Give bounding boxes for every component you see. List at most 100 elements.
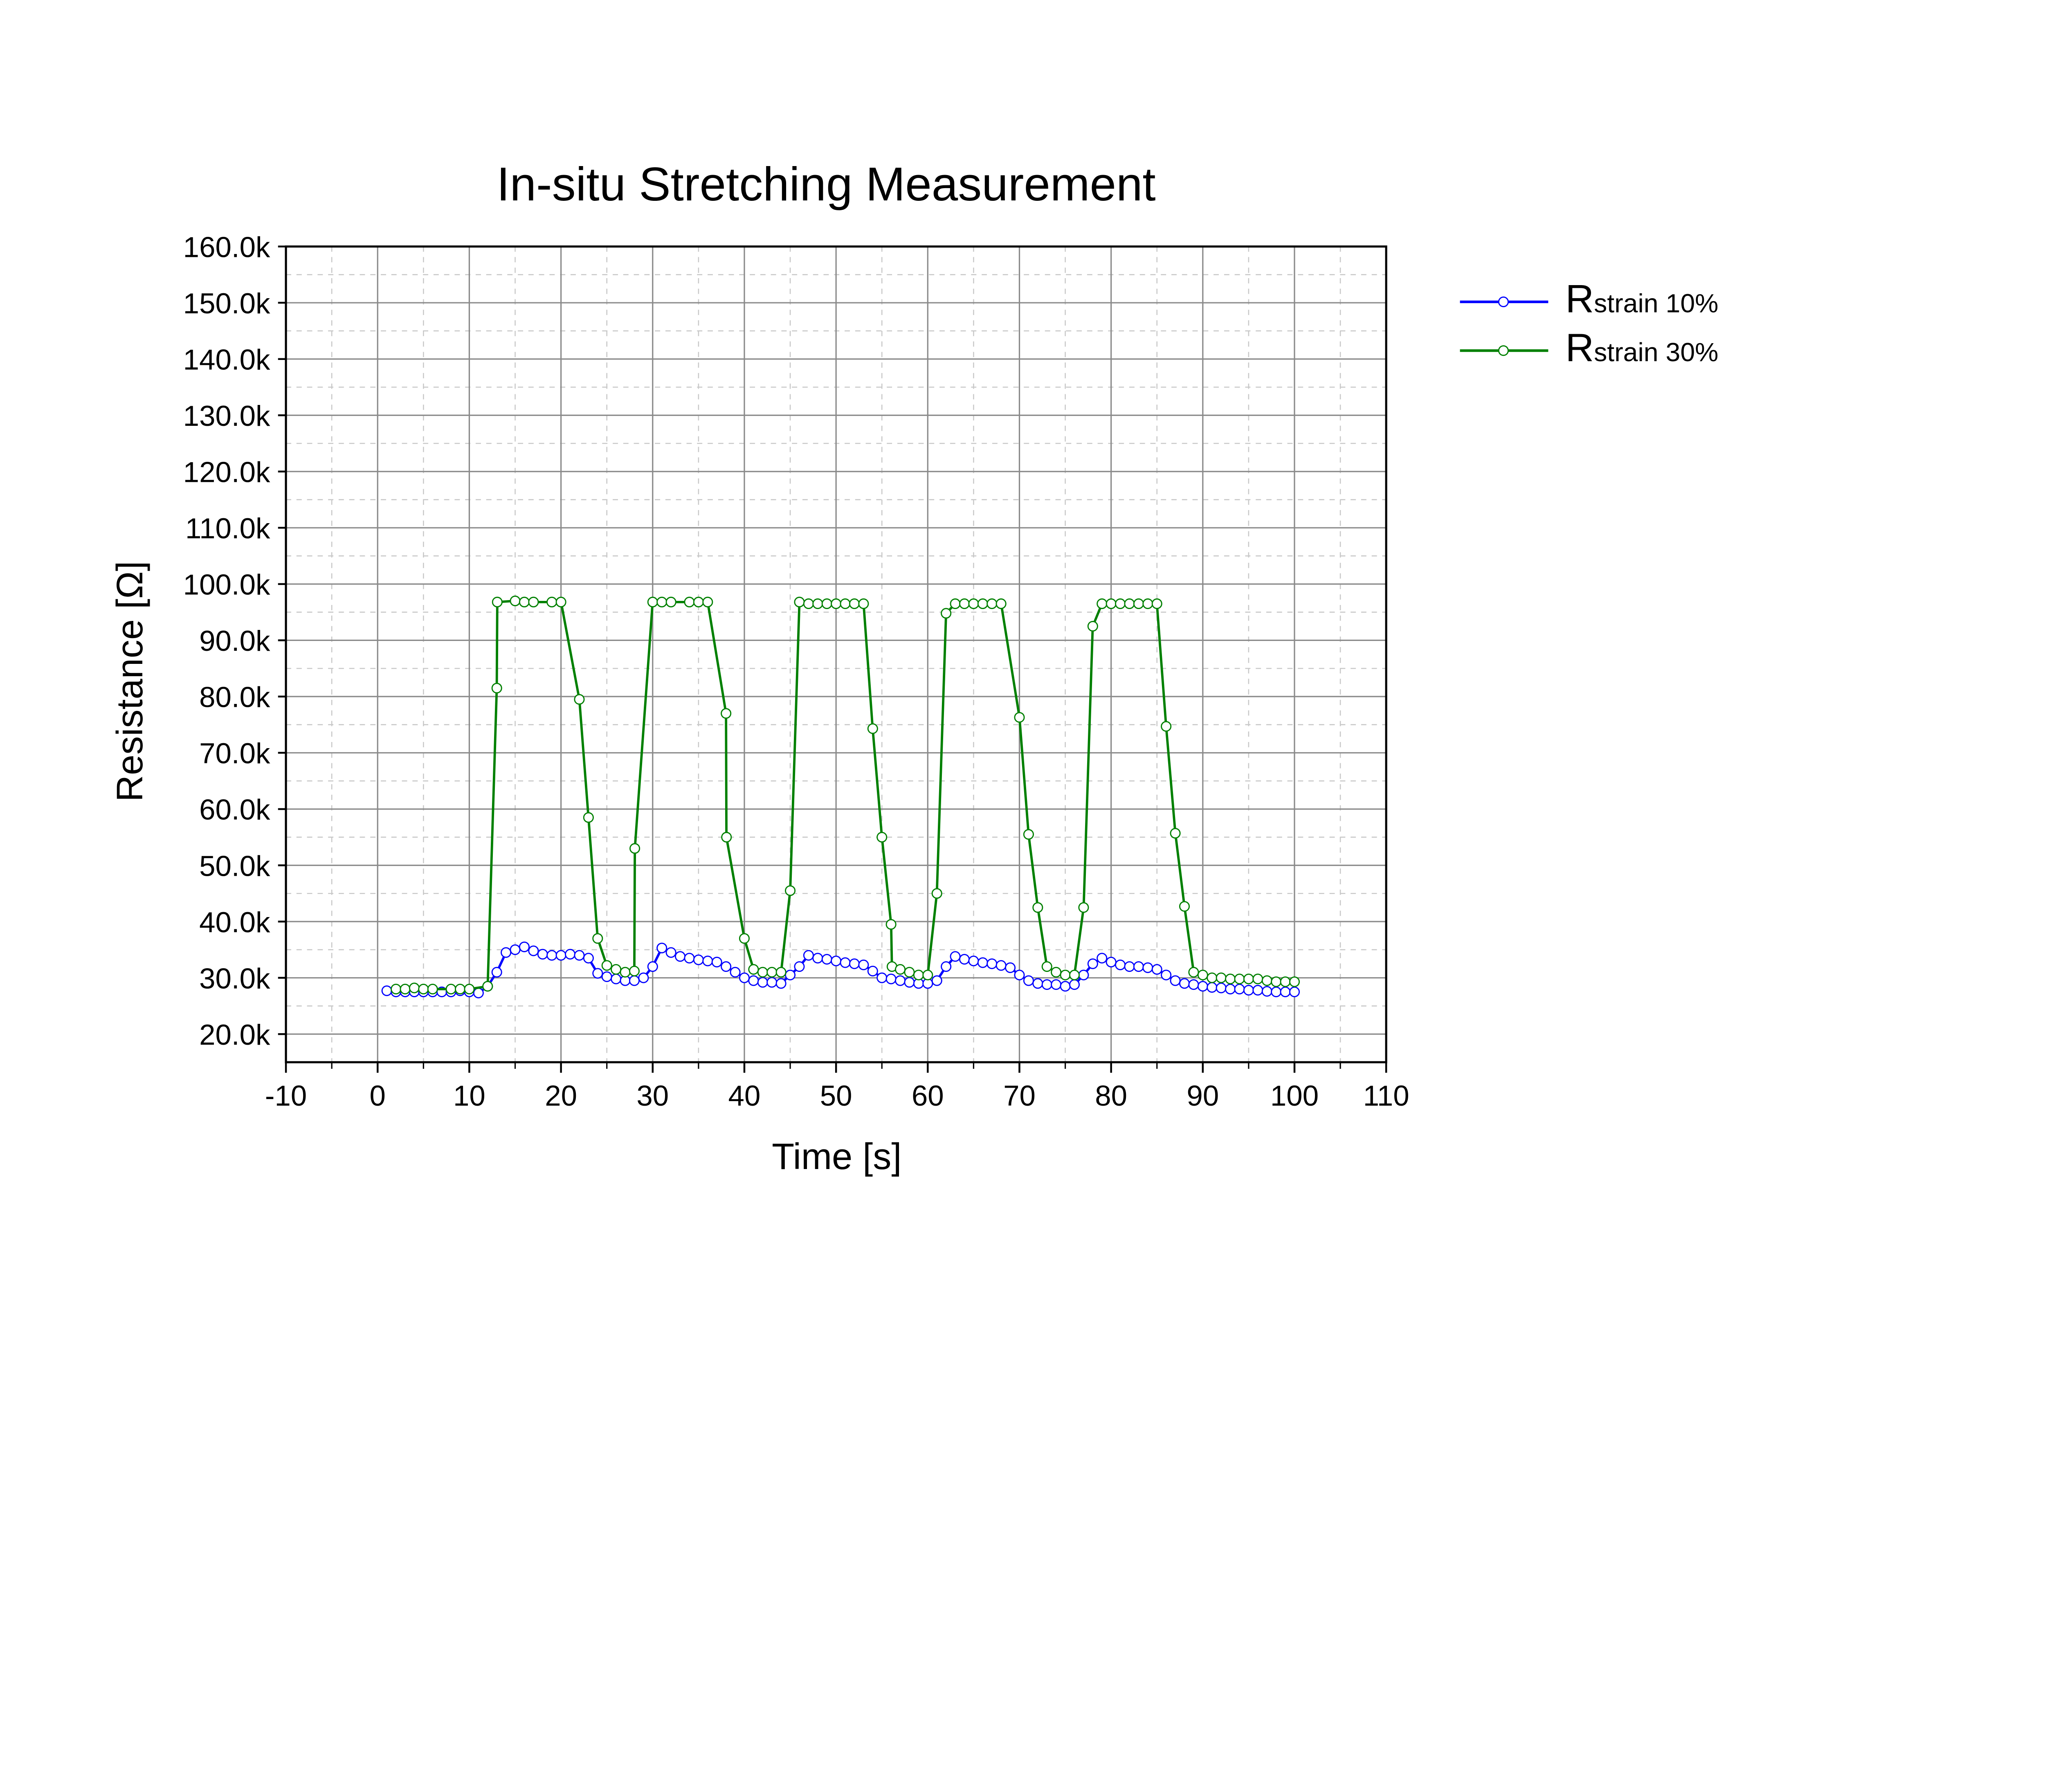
data-point bbox=[1115, 598, 1126, 609]
data-point bbox=[510, 944, 521, 955]
data-point bbox=[1188, 967, 1199, 978]
data-point bbox=[1133, 598, 1144, 609]
data-point bbox=[492, 596, 503, 607]
data-point bbox=[574, 950, 585, 961]
data-point bbox=[1060, 981, 1071, 992]
data-point bbox=[629, 975, 640, 986]
data-point bbox=[537, 949, 548, 960]
data-point bbox=[620, 967, 631, 978]
data-point bbox=[1115, 959, 1126, 970]
y-tick-label: 110.0k bbox=[185, 513, 270, 545]
grid bbox=[285, 246, 1387, 1063]
data-point bbox=[775, 967, 787, 978]
data-point bbox=[1014, 969, 1025, 980]
y-tick-label: 140.0k bbox=[183, 344, 270, 376]
data-point bbox=[1207, 972, 1218, 983]
data-point bbox=[1023, 975, 1034, 986]
x-tick-label: 110 bbox=[1363, 1080, 1409, 1112]
data-point bbox=[941, 961, 952, 972]
data-point bbox=[803, 598, 814, 609]
x-tick-label: 80 bbox=[1095, 1080, 1127, 1112]
data-point bbox=[629, 966, 640, 977]
data-point bbox=[702, 956, 713, 967]
x-tick-label: 10 bbox=[453, 1080, 485, 1112]
data-point bbox=[968, 598, 979, 609]
data-point bbox=[959, 598, 970, 609]
data-point bbox=[693, 954, 704, 965]
data-point bbox=[1225, 974, 1236, 985]
data-point bbox=[1087, 958, 1098, 969]
data-point bbox=[519, 941, 530, 952]
data-point bbox=[1179, 978, 1190, 989]
data-point bbox=[1151, 598, 1162, 609]
data-point bbox=[730, 967, 741, 978]
data-point bbox=[849, 598, 860, 609]
legend: Rstrain 10% Rstrain 30% bbox=[1460, 277, 1718, 370]
data-point bbox=[592, 933, 603, 944]
data-point bbox=[391, 984, 402, 995]
data-point bbox=[1252, 974, 1263, 985]
data-point bbox=[665, 947, 676, 958]
data-point bbox=[510, 596, 521, 607]
data-point bbox=[913, 969, 924, 980]
data-point bbox=[996, 960, 1007, 971]
data-point bbox=[766, 977, 778, 988]
data-point bbox=[491, 967, 502, 978]
data-point bbox=[409, 983, 420, 994]
data-point bbox=[867, 966, 878, 977]
chart: -10 0 10 20 30 40 50 60 70 80 90 100 110 20.0k 30.0k 40… bbox=[109, 157, 1719, 1177]
data-point bbox=[1069, 969, 1080, 980]
data-point bbox=[766, 967, 778, 978]
data-point bbox=[977, 957, 988, 968]
data-point bbox=[592, 968, 603, 979]
data-point bbox=[794, 596, 805, 607]
data-point bbox=[876, 972, 888, 983]
data-point bbox=[1087, 621, 1098, 632]
data-point bbox=[950, 598, 961, 609]
data-point bbox=[702, 596, 713, 607]
data-point bbox=[931, 888, 942, 899]
legend-item: Rstrain 30% bbox=[1460, 326, 1718, 370]
data-point bbox=[904, 977, 915, 988]
data-point bbox=[1216, 972, 1227, 983]
data-point bbox=[501, 947, 512, 958]
x-tick-label: -10 bbox=[265, 1080, 307, 1112]
x-tick-label: 40 bbox=[728, 1080, 761, 1112]
data-point bbox=[1161, 969, 1172, 980]
data-point bbox=[684, 596, 695, 607]
data-point bbox=[885, 974, 897, 985]
data-point bbox=[996, 598, 1007, 609]
x-tick-label: 20 bbox=[545, 1080, 577, 1112]
y-tick-label: 20.0k bbox=[199, 1019, 270, 1051]
y-tick-label: 90.0k bbox=[199, 625, 270, 657]
data-point bbox=[931, 975, 942, 986]
data-point bbox=[1261, 975, 1272, 986]
data-point bbox=[555, 950, 566, 961]
data-point bbox=[987, 958, 998, 969]
data-point bbox=[464, 984, 475, 995]
data-point bbox=[583, 953, 594, 964]
data-point bbox=[674, 951, 686, 962]
data-point bbox=[721, 961, 732, 972]
data-point bbox=[528, 596, 539, 607]
y-tick-label: 40.0k bbox=[199, 906, 270, 939]
data-point bbox=[1225, 984, 1236, 995]
data-point bbox=[1197, 969, 1208, 980]
data-point bbox=[785, 969, 796, 980]
data-point bbox=[1124, 598, 1135, 609]
series-layer bbox=[381, 596, 1300, 998]
data-point bbox=[885, 919, 897, 930]
data-point bbox=[629, 843, 640, 854]
data-point bbox=[647, 961, 658, 972]
data-point bbox=[831, 956, 842, 967]
data-point bbox=[748, 975, 759, 986]
data-point bbox=[601, 971, 612, 982]
data-point bbox=[656, 942, 667, 953]
data-point bbox=[1142, 598, 1153, 609]
data-point bbox=[1014, 712, 1025, 723]
data-point bbox=[1051, 967, 1062, 978]
x-tick-label: 70 bbox=[1003, 1080, 1036, 1112]
data-point bbox=[794, 961, 805, 972]
data-point bbox=[721, 708, 732, 719]
data-point bbox=[739, 933, 750, 944]
